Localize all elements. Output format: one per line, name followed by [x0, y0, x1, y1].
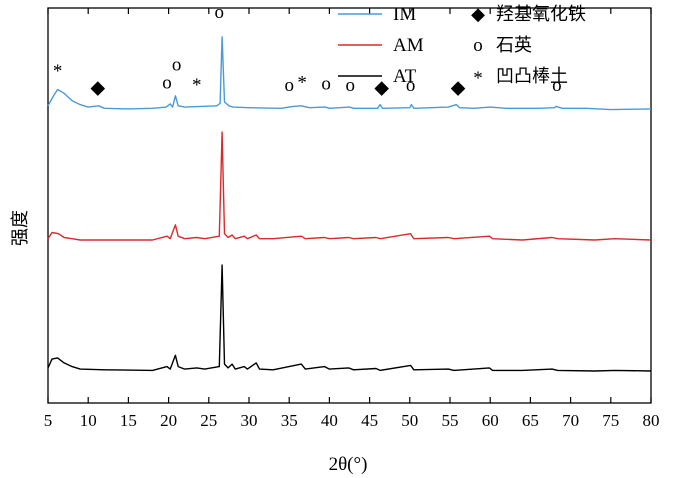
- legend-symbol: *: [473, 68, 483, 89]
- marker-circle: o: [321, 74, 331, 95]
- legend-symbol: o: [473, 35, 483, 56]
- x-tick-label: 75: [602, 411, 619, 430]
- marker-diamond: ◆: [451, 76, 466, 98]
- marker-diamond: ◆: [374, 76, 389, 98]
- series-line-im: [47, 36, 652, 111]
- marker-circle: o: [162, 72, 172, 93]
- legend-symbol: ◆: [471, 4, 485, 25]
- x-tick-label: 65: [522, 411, 539, 430]
- marker-circle: o: [406, 75, 416, 96]
- plot-area: [47, 7, 652, 404]
- plot-frame: [47, 7, 652, 404]
- y-axis-title: 强度: [10, 210, 31, 246]
- x-tick-label: 35: [281, 411, 298, 430]
- marker-circle: o: [346, 75, 356, 96]
- x-tick-label: 20: [160, 411, 177, 430]
- x-tick-label: 55: [442, 411, 459, 430]
- legend-symbol-label: 石英: [496, 35, 532, 56]
- marker-circle: o: [552, 75, 562, 96]
- series-line-am: [47, 131, 652, 241]
- x-tick-label: 80: [643, 411, 660, 430]
- x-tick-label: 60: [482, 411, 499, 430]
- marker-circle: o: [172, 55, 182, 76]
- x-axis-ticks: 5 10 15 20 25 30 35 40 45 50 55 60 65 70 75 80: [44, 8, 660, 430]
- legend-symbol-label: 羟基氧化铁: [496, 4, 586, 25]
- x-tick-label: 40: [321, 411, 338, 430]
- marker-asterisk: *: [297, 72, 307, 93]
- marker-circle: o: [215, 2, 225, 23]
- marker-asterisk: *: [53, 61, 63, 82]
- x-tick-label: 50: [401, 411, 418, 430]
- x-tick-label: 70: [562, 411, 579, 430]
- x-tick-label: 45: [361, 411, 378, 430]
- legend-symbol-label: 凹凸棒土: [496, 66, 568, 87]
- legend: IM AM AT ◆ 羟基氧化铁 o 石英 * 凹凸棒土: [338, 4, 586, 89]
- x-tick-label: 10: [80, 411, 97, 430]
- marker-circle: o: [284, 75, 294, 96]
- series-line-at: [47, 264, 652, 372]
- legend-label-im: IM: [393, 4, 416, 25]
- legend-label-at: AT: [393, 66, 417, 87]
- x-tick-label: 25: [200, 411, 217, 430]
- x-tick-label: 15: [120, 411, 137, 430]
- legend-label-am: AM: [393, 35, 424, 56]
- marker-asterisk: *: [192, 75, 202, 96]
- marker-diamond: ◆: [91, 76, 106, 98]
- x-tick-label: 5: [44, 411, 53, 430]
- peak-markers: *◆ oo*oo * o o ◆ o ◆ o: [53, 2, 562, 98]
- x-axis-title: 2θ(°): [329, 454, 368, 475]
- x-tick-label: 30: [241, 411, 258, 430]
